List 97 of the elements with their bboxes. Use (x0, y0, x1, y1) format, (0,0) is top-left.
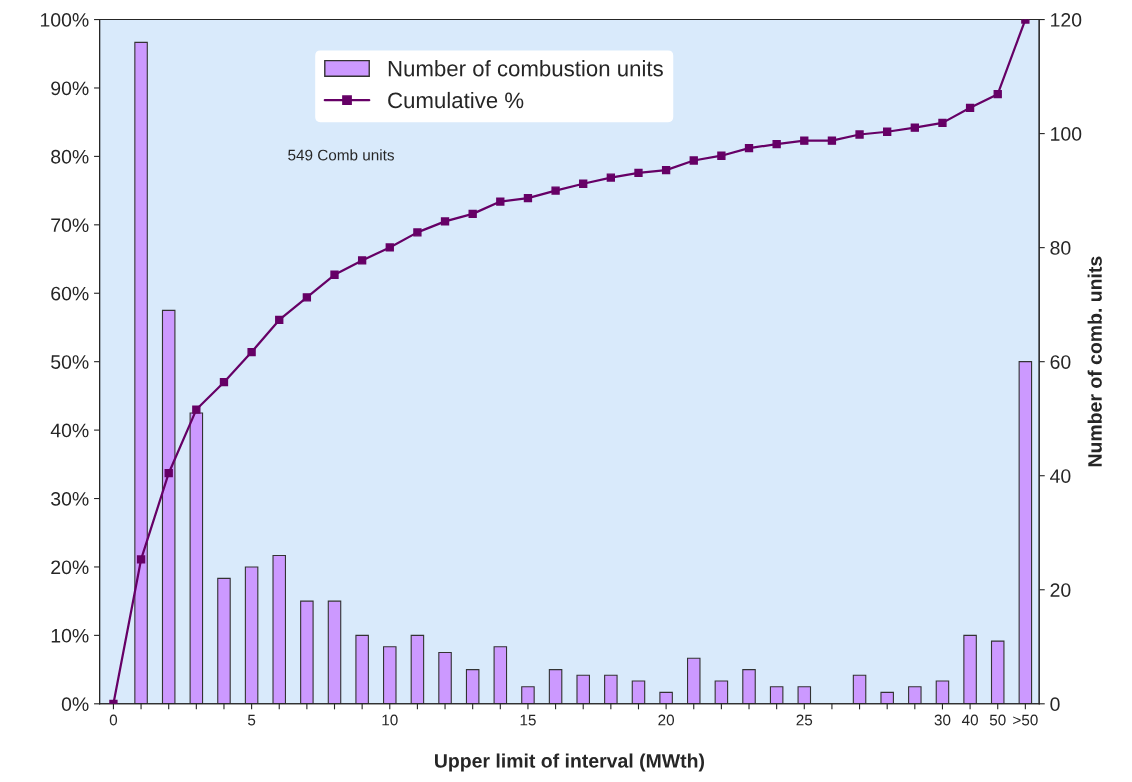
point (717, 151, 726, 160)
bar (631, 680, 646, 704)
point (440, 217, 450, 226)
y-tick-label: 40% (50, 423, 89, 438)
bar (217, 577, 231, 704)
bar (161, 309, 176, 704)
x-tick-label: 30 (934, 714, 951, 726)
x-tick-label: 25 (796, 714, 813, 726)
bar (742, 669, 756, 704)
bar (410, 634, 425, 704)
point (496, 197, 505, 206)
y2-tick-label: 40 (1050, 469, 1071, 483)
point (855, 130, 864, 139)
point (275, 315, 284, 325)
bar (327, 600, 342, 704)
point (827, 136, 837, 145)
point (606, 173, 616, 182)
bar (769, 686, 784, 704)
bar (604, 674, 618, 704)
x-tick-label: 50 (989, 714, 1006, 726)
point (523, 193, 533, 203)
point (744, 144, 754, 153)
bar (797, 686, 812, 704)
y2-axis-title: Number of comb. units (1087, 256, 1102, 467)
point (579, 179, 588, 188)
bar (880, 691, 894, 704)
bar (383, 646, 397, 704)
annotation: 549 Comb units (288, 149, 394, 161)
y-tick-label: 30% (51, 491, 89, 506)
bar (438, 651, 452, 704)
bar (134, 41, 148, 704)
bar (548, 669, 563, 704)
x-tick-label: >50 (1013, 714, 1038, 726)
bar (189, 412, 204, 704)
x-tick-label: 10 (382, 714, 398, 726)
point (164, 469, 173, 478)
bar (659, 691, 673, 704)
bar (1018, 361, 1033, 704)
y-tick-label: 50% (51, 355, 89, 369)
bar (355, 634, 369, 704)
bar (576, 674, 590, 704)
point (689, 156, 698, 165)
bar (465, 669, 480, 704)
bar (852, 674, 867, 704)
point (136, 555, 146, 564)
point (883, 127, 892, 136)
x-axis-title: Upper limit of interval (MWth) (435, 753, 704, 772)
y-tick-label: 90% (51, 81, 89, 96)
x-tick-label: 40 (961, 714, 978, 726)
point (993, 89, 1002, 99)
point (800, 136, 809, 145)
y2-tick-label: 0 (1050, 697, 1060, 712)
y-tick-label: 0% (61, 697, 89, 712)
y-tick-label: 100% (40, 13, 89, 27)
bar (272, 554, 287, 704)
point (247, 347, 256, 357)
point (357, 256, 367, 265)
bar (521, 686, 535, 704)
x-tick-label: 0 (109, 714, 118, 726)
point (219, 378, 229, 387)
y2-tick-label: 80 (1050, 241, 1071, 255)
bar (963, 634, 977, 704)
point (634, 168, 643, 177)
x-tick-label: 20 (658, 714, 675, 726)
y2-tick-label: 20 (1050, 583, 1071, 597)
legend-label: Cumulative % (388, 91, 524, 109)
bar (686, 657, 701, 704)
bar (493, 646, 508, 704)
point (385, 243, 394, 252)
point (938, 118, 947, 128)
y2-tick-label: 100 (1051, 127, 1082, 141)
point (468, 209, 477, 219)
bar (300, 600, 314, 704)
point (661, 165, 671, 175)
y2-tick-label: 120 (1051, 13, 1082, 27)
y-tick-label: 70% (51, 218, 89, 233)
bar (990, 640, 1005, 704)
legend-label: Number of combustion units (388, 60, 663, 77)
point (965, 103, 975, 112)
bar (908, 686, 922, 704)
point (551, 186, 560, 195)
point (302, 293, 312, 302)
point (910, 123, 919, 132)
x-tick-label: 5 (247, 714, 256, 726)
y-tick-label: 20% (51, 560, 89, 575)
y-tick-label: 10% (51, 628, 89, 643)
y-tick-label: 60% (51, 286, 89, 301)
point (413, 228, 422, 237)
bar (244, 566, 259, 704)
x-tick-label: 15 (520, 714, 536, 726)
bar (714, 680, 729, 704)
point (772, 139, 781, 149)
bar (935, 680, 950, 704)
y-tick-label: 80% (51, 149, 89, 164)
y2-tick-label: 60 (1050, 355, 1071, 369)
point (192, 405, 201, 414)
point (330, 270, 339, 279)
